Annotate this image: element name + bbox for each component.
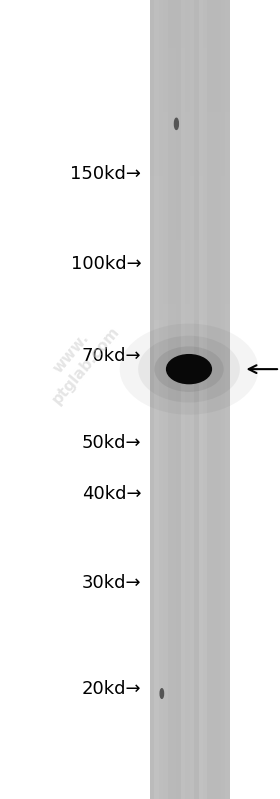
Bar: [150, 0, 230, 799]
Bar: [150, 48, 230, 64]
Text: 20kd→: 20kd→: [82, 680, 141, 698]
Bar: [159, 0, 163, 799]
Text: 100kd→: 100kd→: [71, 255, 141, 272]
Bar: [216, 0, 221, 799]
Circle shape: [174, 118, 178, 129]
Bar: [194, 0, 199, 799]
Bar: [150, 128, 230, 144]
Bar: [181, 0, 185, 799]
Bar: [150, 0, 230, 16]
Text: 70kd→: 70kd→: [82, 347, 141, 364]
Bar: [150, 32, 230, 48]
Bar: [150, 160, 230, 176]
Bar: [150, 176, 230, 192]
Bar: [150, 144, 230, 160]
Bar: [207, 0, 212, 799]
Text: 30kd→: 30kd→: [82, 574, 141, 592]
Ellipse shape: [138, 336, 240, 403]
Ellipse shape: [154, 347, 224, 392]
Bar: [150, 0, 154, 799]
Bar: [150, 272, 230, 288]
Bar: [203, 0, 207, 799]
Circle shape: [160, 689, 164, 698]
Text: 40kd→: 40kd→: [82, 485, 141, 503]
Bar: [150, 192, 230, 208]
Bar: [150, 96, 230, 112]
Text: 150kd→: 150kd→: [70, 165, 141, 183]
Bar: [150, 80, 230, 96]
Text: www.
ptglab.com: www. ptglab.com: [35, 312, 122, 407]
Ellipse shape: [166, 354, 212, 384]
Bar: [185, 0, 190, 799]
Bar: [150, 288, 230, 304]
Bar: [167, 0, 172, 799]
Bar: [150, 256, 230, 272]
Bar: [199, 0, 203, 799]
Bar: [172, 0, 176, 799]
Bar: [225, 0, 230, 799]
Bar: [154, 0, 159, 799]
Bar: [150, 16, 230, 32]
Bar: [163, 0, 167, 799]
Bar: [150, 112, 230, 128]
Bar: [150, 304, 230, 320]
Bar: [221, 0, 225, 799]
Bar: [150, 240, 230, 256]
Text: 50kd→: 50kd→: [82, 435, 141, 452]
Bar: [150, 208, 230, 224]
Bar: [190, 0, 194, 799]
Bar: [150, 64, 230, 80]
Bar: [212, 0, 216, 799]
Bar: [176, 0, 181, 799]
Bar: [150, 224, 230, 240]
